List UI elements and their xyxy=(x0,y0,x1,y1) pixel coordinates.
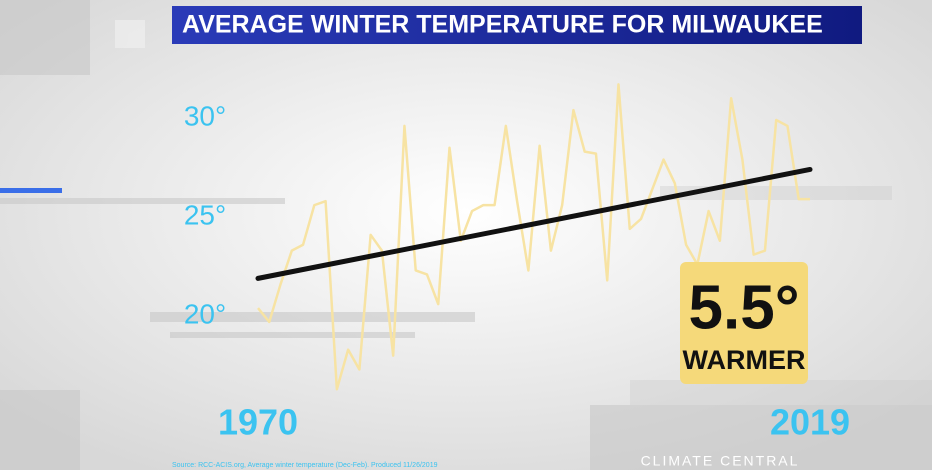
trend-line xyxy=(255,166,813,281)
logo: CLIMATE CENTRAL xyxy=(641,453,800,469)
chart-title: AVERAGE WINTER TEMPERATURE FOR MILWAUKEE xyxy=(182,11,823,39)
accent-bar xyxy=(0,188,62,193)
annotation-value: 5.5° xyxy=(689,273,800,342)
x-tick-label: 2019 xyxy=(770,402,850,443)
annotation-box xyxy=(680,262,808,384)
y-tick-label: 30° xyxy=(184,100,226,131)
data-line xyxy=(257,83,810,391)
x-tick-label: 1970 xyxy=(218,402,298,443)
source: Source: RCC-ACIS.org, Average winter tem… xyxy=(172,462,438,469)
y-tick-label: 20° xyxy=(184,298,226,329)
title-bar xyxy=(172,6,862,44)
annotation-text: WARMER xyxy=(683,345,806,375)
y-tick-label: 25° xyxy=(184,199,226,230)
